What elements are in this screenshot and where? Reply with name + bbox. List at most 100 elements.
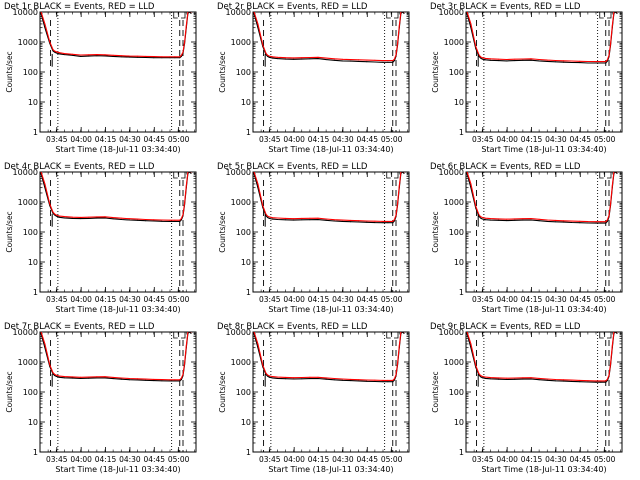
lld-data-point xyxy=(350,378,351,380)
x-tick-label: 03:45 xyxy=(46,455,68,464)
y-axis-label: Counts/sec xyxy=(431,371,440,412)
lld-data-point xyxy=(475,205,477,207)
events-data-point xyxy=(530,378,532,380)
events-data-point xyxy=(44,347,46,349)
lld-data-point xyxy=(190,12,192,13)
lld-data-point xyxy=(616,332,618,333)
detector-panel-5: 1 10 100 1000 10000 03:45 04:00 04:15 04:30 04:45… xyxy=(217,162,410,314)
lld-series-line xyxy=(40,172,192,221)
lld-data-point xyxy=(317,217,319,219)
events-data-point xyxy=(179,380,181,382)
x-axis-label: Start Time (18-Jul-11 03:34:40) xyxy=(268,465,393,474)
events-data-point xyxy=(88,55,90,57)
lld-data-point xyxy=(59,375,60,377)
lld-data-point xyxy=(403,12,405,13)
lld-data-point xyxy=(615,329,616,330)
events-data-point xyxy=(128,56,130,58)
x-tick-label: 03:45 xyxy=(259,135,281,144)
lld-data-point xyxy=(392,379,394,381)
lld-data-point xyxy=(506,377,508,379)
lld-data-point xyxy=(333,219,335,221)
lld-data-point xyxy=(49,41,51,43)
lld-data-point xyxy=(301,57,303,59)
x-tick-label: 04:15 xyxy=(308,455,330,464)
lld-data-point xyxy=(293,377,295,379)
events-data-point xyxy=(498,60,499,62)
x-tick-label: 04:00 xyxy=(70,455,92,464)
events-series-line xyxy=(466,12,618,64)
events-data-point xyxy=(96,55,98,57)
lld-data-point xyxy=(128,378,130,379)
lld-data-point xyxy=(403,172,405,173)
lld-data-point xyxy=(182,373,184,375)
y-tick-label: 100 xyxy=(23,388,38,397)
events-data-point xyxy=(190,172,192,174)
lld-data-point xyxy=(54,373,56,375)
x-tick-label: 04:00 xyxy=(283,295,305,304)
events-data-point xyxy=(480,57,482,59)
lld-data-point xyxy=(104,376,106,378)
events-data-point xyxy=(285,58,286,60)
events-data-point xyxy=(189,12,190,13)
x-tick-label: 05:00 xyxy=(381,295,403,304)
lld-data-point xyxy=(475,365,477,367)
plot-frame xyxy=(252,11,410,133)
events-data-point xyxy=(309,219,311,221)
lld-data-point xyxy=(480,56,482,58)
events-data-point xyxy=(272,377,273,379)
y-tick-label: 1000 xyxy=(231,198,251,207)
lld-data-point xyxy=(480,375,482,376)
events-data-point xyxy=(350,60,351,62)
lld-data-point xyxy=(605,221,607,223)
events-data-point xyxy=(137,56,138,58)
lld-data-point xyxy=(190,172,192,173)
bracket-marker xyxy=(599,172,604,179)
lld-data-point xyxy=(387,379,389,381)
lld-data-point xyxy=(554,219,556,221)
lld-data-point xyxy=(397,362,399,364)
x-tick-label: 03:45 xyxy=(46,135,68,144)
lld-data-point xyxy=(358,379,360,381)
panel-title: Det 7r BLACK = Events, RED = LLD xyxy=(4,322,155,332)
lld-data-point xyxy=(96,376,98,378)
x-tick-label: 04:15 xyxy=(521,135,543,144)
lld-data-point xyxy=(285,376,286,378)
events-data-point xyxy=(506,60,508,62)
lld-data-point xyxy=(397,202,399,204)
lld-data-point xyxy=(128,218,130,220)
x-tick-label: 04:30 xyxy=(119,135,141,144)
lld-data-point xyxy=(613,332,615,333)
lld-data-point xyxy=(55,214,57,216)
events-data-point xyxy=(169,380,171,382)
lld-data-point xyxy=(80,54,82,56)
lld-data-point xyxy=(397,42,399,44)
events-data-point xyxy=(72,54,73,56)
lld-data-point xyxy=(610,42,612,44)
x-tick-label: 04:45 xyxy=(356,135,378,144)
lld-data-point xyxy=(272,376,273,378)
lld-data-point xyxy=(120,377,122,379)
events-data-point xyxy=(276,58,278,60)
lld-data-point xyxy=(579,220,581,222)
x-tick-label: 04:45 xyxy=(356,455,378,464)
events-series-line xyxy=(253,12,405,63)
events-data-point xyxy=(478,215,480,217)
x-axis-label: Start Time (18-Jul-11 03:34:40) xyxy=(481,305,606,314)
x-tick-label: 03:45 xyxy=(259,295,281,304)
events-data-point xyxy=(393,379,395,381)
events-series-line xyxy=(40,12,192,59)
y-tick-label: 10 xyxy=(28,98,38,107)
bracket-marker xyxy=(181,12,186,19)
lld-data-point xyxy=(182,214,184,216)
bracket-marker xyxy=(599,332,604,339)
events-data-point xyxy=(325,59,327,61)
y-tick-label: 1 xyxy=(33,128,38,137)
y-tick-label: 1000 xyxy=(18,358,38,367)
lld-data-point xyxy=(358,220,360,222)
events-data-point xyxy=(514,378,516,380)
events-data-point xyxy=(563,61,564,63)
events-data-point xyxy=(481,377,483,379)
lld-data-point xyxy=(382,220,384,222)
events-data-point xyxy=(595,222,597,224)
events-data-point xyxy=(161,380,163,382)
